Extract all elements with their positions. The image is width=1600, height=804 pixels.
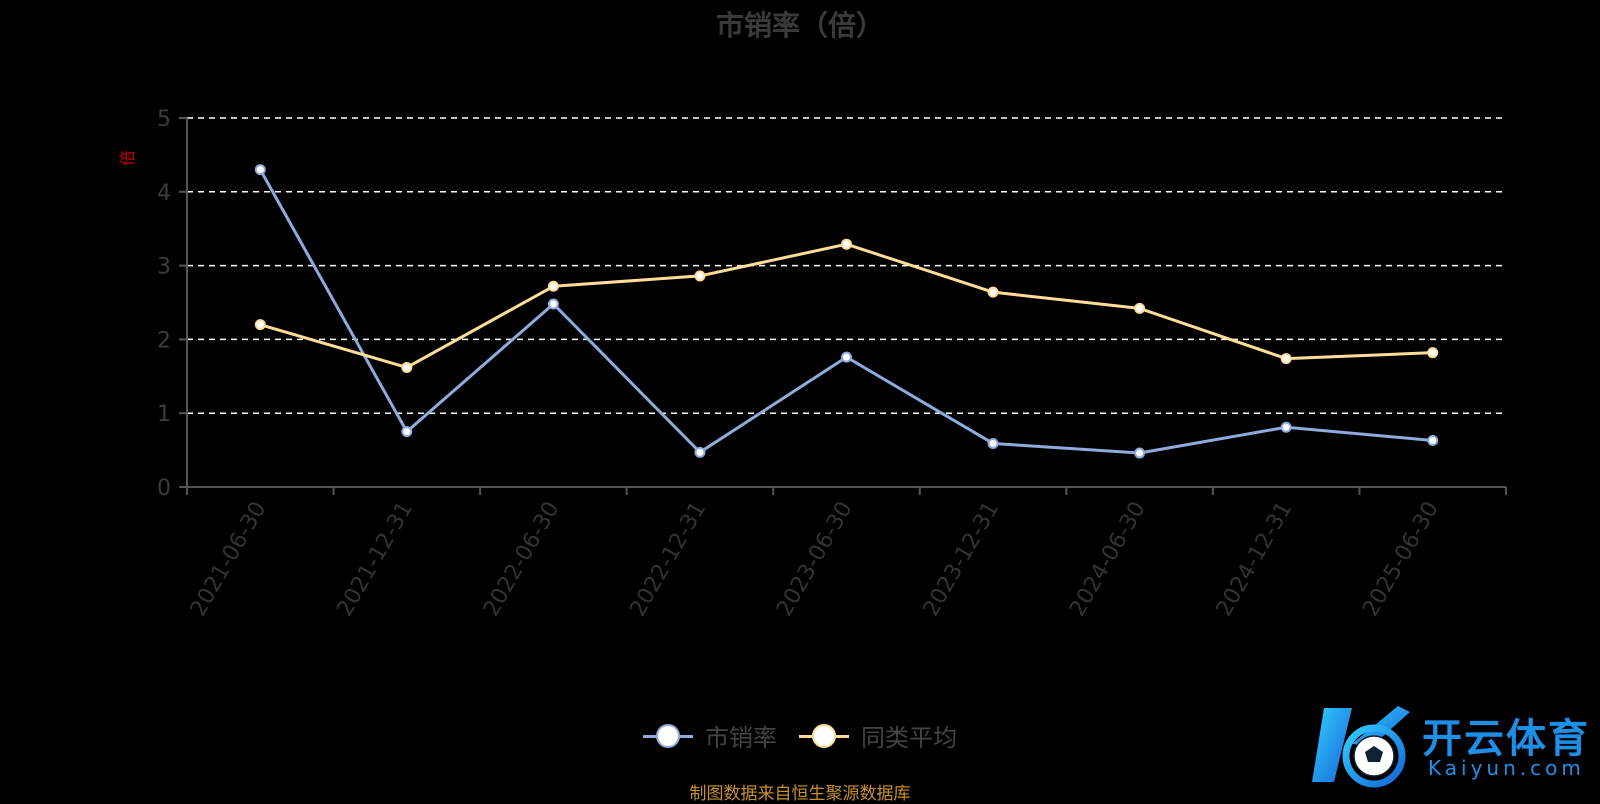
legend-marker-series-1: [643, 723, 693, 749]
y-tick-label: 2: [157, 328, 171, 353]
x-tick-label: 2022-12-31: [626, 498, 712, 621]
data-point-series-1: [1134, 447, 1146, 459]
soccer-ball-logo-icon: [1312, 706, 1410, 788]
data-point-series-1: [1427, 435, 1439, 447]
x-tick-label: 2024-06-30: [1065, 498, 1151, 621]
data-point-series-2: [547, 280, 559, 292]
y-tick-label: 5: [157, 107, 171, 132]
y-axis-label: 倍: [118, 150, 137, 166]
logo-text-en: Kaiyun.com: [1428, 756, 1585, 780]
x-tick-label: 2021-12-31: [332, 498, 418, 621]
y-tick-label: 1: [157, 402, 171, 427]
y-tick-label: 3: [157, 255, 171, 280]
legend-label-series-1: 市销率: [705, 724, 777, 752]
legend-label-series-2: 同类平均: [861, 724, 957, 752]
x-tick-label: 2023-06-30: [772, 498, 858, 621]
chart-title: 市销率（倍）: [715, 9, 884, 42]
x-tick-label: 2021-06-30: [186, 498, 272, 621]
x-tick-label: 2025-06-30: [1358, 498, 1444, 621]
series-line-1: [258, 168, 1433, 455]
data-point-series-1: [401, 426, 413, 438]
brand-logo: 开云体育 Kaiyun.com: [1312, 700, 1592, 790]
legend-marker-series-2: [799, 723, 849, 749]
data-point-series-2: [694, 270, 706, 282]
y-tick-label: 4: [157, 181, 171, 206]
series-line-2: [259, 242, 1433, 369]
data-point-series-2: [1427, 347, 1439, 359]
data-point-series-2: [1134, 302, 1146, 314]
data-source-note: 制图数据来自恒生聚源数据库: [689, 784, 911, 804]
y-tick-label: 0: [157, 476, 171, 501]
data-point-series-2: [987, 286, 999, 298]
data-point-series-2: [401, 361, 413, 373]
x-tick-label: 2022-06-30: [479, 498, 565, 621]
data-point-series-2: [254, 319, 266, 331]
x-tick-label: 2024-12-31: [1212, 498, 1298, 621]
logo-text-cn: 开云体育: [1422, 716, 1590, 762]
data-point-series-1: [1280, 421, 1292, 433]
x-tick-label: 2023-12-31: [919, 498, 1005, 621]
legend-item-series-1[interactable]: 市销率: [643, 718, 777, 753]
data-point-series-1: [694, 446, 706, 458]
data-point-series-1: [254, 164, 266, 176]
data-point-series-2: [1280, 353, 1292, 365]
legend: 市销率 同类平均: [0, 718, 1600, 753]
data-point-series-1: [987, 437, 999, 449]
data-point-series-1: [547, 298, 559, 310]
data-point-series-1: [841, 351, 852, 363]
data-point-series-2: [841, 238, 852, 250]
legend-item-series-2[interactable]: 同类平均: [799, 718, 957, 753]
